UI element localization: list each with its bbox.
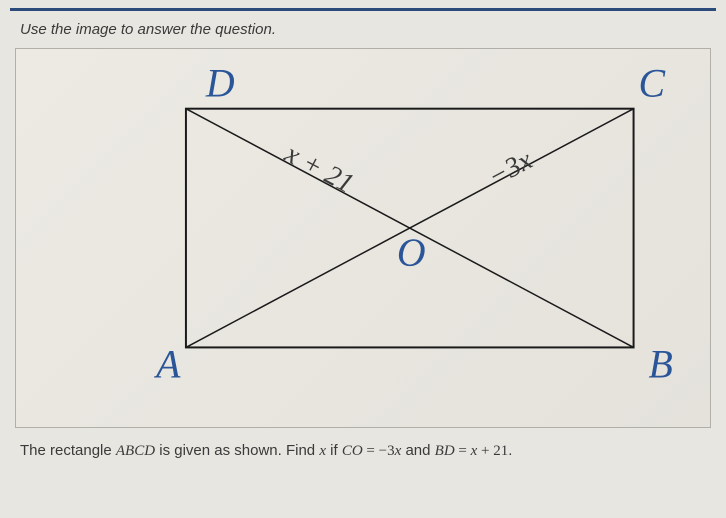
vertex-a: A [153, 342, 181, 386]
q-and: and [401, 442, 434, 459]
q-expr2b: + 21 [477, 443, 508, 459]
top-rule [10, 8, 716, 11]
vertex-d: D [205, 62, 235, 106]
q-var: x [319, 443, 326, 459]
q-prefix: The rectangle [20, 442, 116, 459]
vertex-b: B [648, 342, 672, 386]
edge-label-co: −3x [483, 144, 538, 193]
q-mid1: is given as shown. Find [155, 442, 319, 459]
vertex-c: C [639, 62, 666, 106]
instruction-text: Use the image to answer the question. [0, 15, 726, 48]
q-mid2: if [326, 442, 342, 459]
q-period: . [508, 442, 512, 459]
geometry-svg: D C A B O x + 21 −3x [16, 49, 710, 427]
q-seg1: CO [342, 443, 363, 459]
vertex-o: O [397, 231, 426, 275]
figure-container: D C A B O x + 21 −3x [15, 48, 711, 428]
q-rectname: ABCD [116, 443, 155, 459]
q-seg2: BD [435, 443, 455, 459]
question-text: The rectangle ABCD is given as shown. Fi… [0, 428, 726, 460]
q-expr1a: −3 [379, 443, 395, 459]
q-eq2: = [455, 443, 471, 459]
edge-label-do: x + 21 [279, 138, 359, 200]
q-eq1: = [363, 443, 379, 459]
